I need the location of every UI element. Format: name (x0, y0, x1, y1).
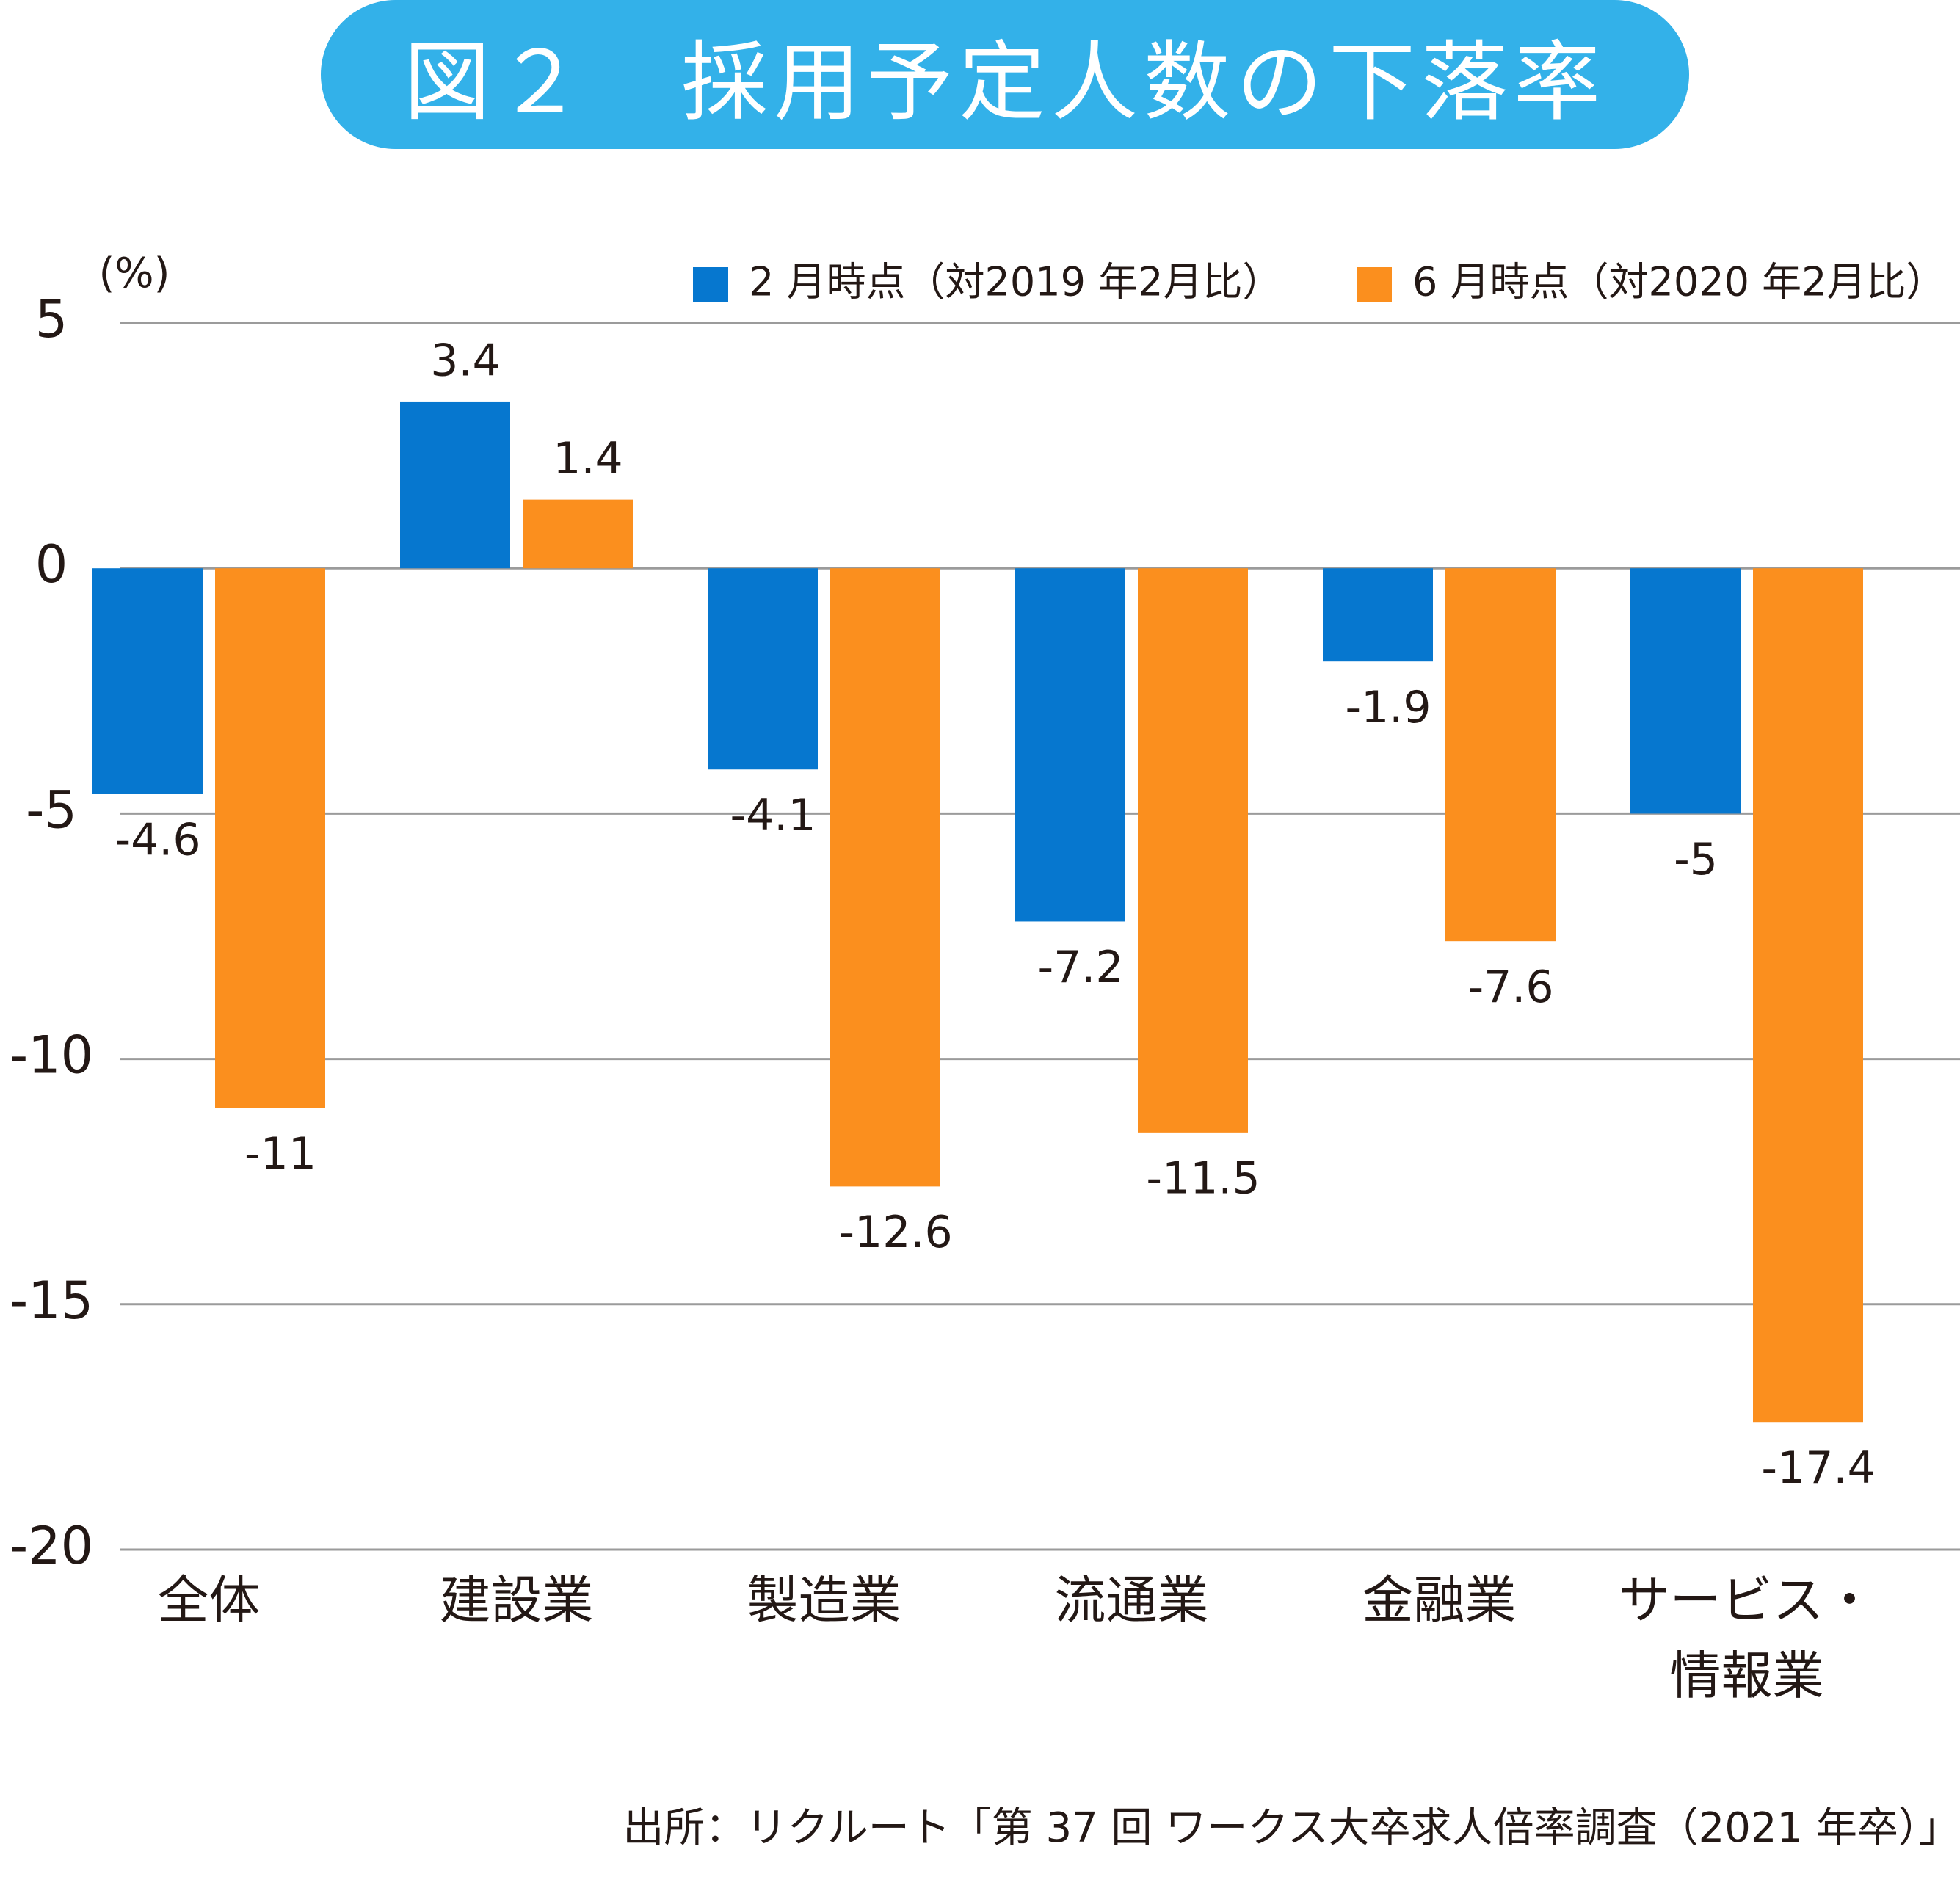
y-tick-label: -10 (10, 1025, 93, 1086)
legend-label: 6 月時点（対2020 年2月比） (1412, 259, 1945, 305)
data-label: -4.6 (115, 814, 200, 865)
bar-jun (1138, 568, 1248, 1133)
bar-feb (400, 401, 510, 569)
data-label: 3.4 (430, 335, 500, 387)
x-tick-label: 流通業 (1055, 1570, 1209, 1630)
legend-label: 2 月時点（対2019 年2月比） (749, 259, 1282, 305)
x-tick-label: 情報業 (1670, 1646, 1824, 1706)
legend-swatch-feb (693, 267, 728, 302)
bar-feb (1015, 568, 1125, 922)
data-label: -5 (1674, 834, 1718, 885)
y-tick-label: -20 (10, 1516, 93, 1576)
data-label: -7.6 (1467, 962, 1553, 1013)
bar-feb (708, 568, 818, 770)
data-label: -11.5 (1146, 1152, 1260, 1204)
bar-feb (1630, 568, 1741, 814)
x-tick-label: 建設業 (440, 1570, 594, 1630)
x-tick-label: 金融業 (1362, 1570, 1517, 1630)
chart-title-banner: 図２ 採用予定人数の下落率 (321, 0, 1689, 149)
bar-jun (1445, 568, 1556, 942)
data-label: -12.6 (838, 1207, 952, 1258)
y-tick-label: -15 (10, 1271, 93, 1331)
y-tick-label: -5 (26, 780, 77, 840)
data-label: -1.9 (1345, 682, 1431, 733)
bar-jun (1753, 568, 1863, 1423)
y-tick-label: 0 (35, 534, 68, 595)
bar-feb (1323, 568, 1433, 662)
chart-title: 図２ 採用予定人数の下落率 (403, 32, 1606, 133)
y-axis-unit: (%) (99, 250, 170, 297)
data-label: -4.1 (730, 790, 816, 841)
y-tick-label: 5 (35, 289, 68, 349)
x-tick-label: サービス・ (1619, 1570, 1876, 1630)
data-label: -11 (244, 1128, 316, 1180)
data-label: 1.4 (553, 433, 623, 484)
x-tick-label: 製造業 (747, 1570, 901, 1630)
bar-jun (523, 499, 633, 569)
source-note: 出所：リクルート「第 37 回 ワークス大卒求人倍率調査（2021 年卒）」 (623, 1804, 1960, 1852)
bar-feb (92, 568, 203, 794)
data-label: -7.2 (1037, 942, 1123, 993)
legend-swatch-jun (1357, 267, 1392, 302)
x-tick-label: 全体 (158, 1570, 261, 1630)
bar-jun (215, 568, 325, 1108)
data-label: -17.4 (1761, 1442, 1875, 1494)
bar-jun (830, 568, 940, 1187)
